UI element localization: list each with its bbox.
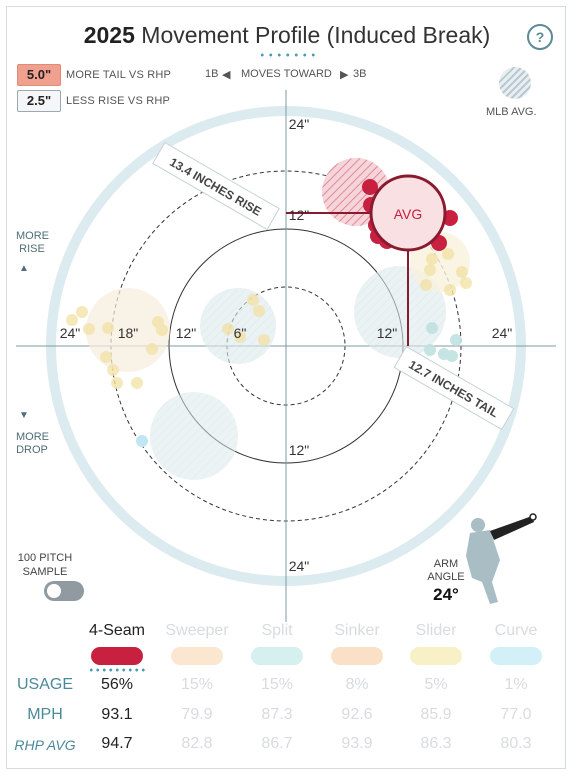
avg-label: AVG <box>394 206 423 222</box>
mlb-avg-hatch-icon <box>499 67 531 99</box>
faded-split-dots <box>424 322 462 362</box>
usage-slider: 5% <box>424 676 448 693</box>
toggle-knob <box>47 584 61 598</box>
usage-row-label: USAGE <box>16 676 73 693</box>
help-icon[interactable]: ? <box>527 24 553 50</box>
sample-toggle-label: 100 PITCH SAMPLE <box>17 552 73 578</box>
moves-toward-label: MOVES TOWARD <box>241 68 332 80</box>
pitch-tab-4-seam[interactable]: 4-Seam <box>88 622 146 639</box>
arm-angle-value: 24° <box>433 585 459 604</box>
arrow-right-icon: ▶ <box>340 69 349 81</box>
sample-toggle[interactable] <box>44 581 84 601</box>
pill-sinker[interactable] <box>331 647 383 665</box>
four-seam-avg-marker <box>369 174 447 252</box>
rhp-avg-sweeper: 82.8 <box>181 735 213 752</box>
curve-dot <box>136 435 148 447</box>
pitch-tab-split[interactable]: Split <box>261 622 293 639</box>
usage-split: 15% <box>260 676 294 693</box>
rhp-avg-slider: 86.3 <box>420 735 452 752</box>
pitch-tab-slider[interactable]: Slider <box>415 622 457 639</box>
more-rise-text: MORE RISE <box>16 230 49 255</box>
arm-angle-label: ARM ANGLE <box>427 558 465 583</box>
pill-curve[interactable] <box>490 647 542 665</box>
title-underline <box>258 53 318 57</box>
pill-split[interactable] <box>251 647 303 665</box>
mph-sweeper: 79.9 <box>181 706 213 723</box>
mlb-avg-label: MLB AVG. <box>486 106 537 118</box>
ring-label-top-24: 24" <box>289 116 310 132</box>
ring-label-left-18: 18" <box>118 325 139 341</box>
triangle-down-icon: ▼ <box>19 410 29 421</box>
mph-split: 87.3 <box>261 706 293 723</box>
page-title: 2025 Movement Profile (Induced Break) <box>0 22 574 49</box>
curve-cloud <box>150 392 238 480</box>
pitch-tab-sweeper[interactable]: Sweeper <box>165 622 229 639</box>
rhp-avg-4-seam: 94.7 <box>101 735 133 752</box>
ring-label-left-12: 12" <box>176 325 197 341</box>
pitch-tab-curve[interactable]: Curve <box>494 622 538 639</box>
rhp-avg-curve: 80.3 <box>500 735 532 752</box>
rise-diff-label: LESS RISE VS RHP <box>66 95 171 107</box>
more-drop-label: MORE DROP <box>16 431 49 457</box>
mph-sinker: 92.6 <box>341 706 373 723</box>
moves-right-label: 3B <box>353 68 367 80</box>
ring-label-right-12: 12" <box>377 325 398 341</box>
arrow-left-icon: ◀ <box>222 69 231 81</box>
more-rise-label: MORE RISE <box>16 230 49 256</box>
ring-label-left-6: 6" <box>234 325 247 341</box>
faded-pitch-dots <box>66 248 472 389</box>
title-text: Movement Profile (Induced Break) <box>141 22 491 48</box>
tail-diff-badge: 5.0" <box>17 64 61 86</box>
pill-sweeper[interactable] <box>171 647 223 665</box>
ring-label-top-12: 12" <box>289 207 310 223</box>
mph-curve: 77.0 <box>500 706 532 723</box>
rise-diff-badge: 2.5" <box>17 90 61 112</box>
rhp-avg-split: 86.7 <box>261 735 293 752</box>
usage-sinker: 8% <box>345 676 369 693</box>
moves-left-label: 1B <box>205 68 219 80</box>
movement-profile-card <box>6 6 566 769</box>
tail-diff-label: MORE TAIL VS RHP <box>66 69 172 81</box>
ring-label-right-24: 24" <box>492 325 513 341</box>
mph-4-seam: 93.1 <box>101 706 133 723</box>
rhp-avg-sinker: 93.9 <box>341 735 373 752</box>
mph-row-label: MPH <box>27 706 63 723</box>
pitcher-arm-angle-icon <box>466 513 537 604</box>
usage-curve: 1% <box>504 676 528 693</box>
ring-label-bottom-12: 12" <box>289 442 310 458</box>
ring-label-left-24: 24" <box>60 325 81 341</box>
usage-4-seam: 56% <box>100 676 134 693</box>
rhp-avg-row-label: RHP AVG <box>14 737 76 753</box>
usage-sweeper: 15% <box>180 676 214 693</box>
pitch-tab-sinker[interactable]: Sinker <box>334 622 380 639</box>
ring-label-bottom-24: 24" <box>289 558 310 574</box>
title-year: 2025 <box>83 22 135 48</box>
pill-slider[interactable] <box>410 647 462 665</box>
mph-slider: 85.9 <box>420 706 452 723</box>
selected-pitch-underline <box>88 668 146 672</box>
pill-4-seam[interactable] <box>91 647 143 665</box>
triangle-up-icon: ▲ <box>19 263 29 274</box>
more-drop-text: MORE DROP <box>16 431 49 456</box>
